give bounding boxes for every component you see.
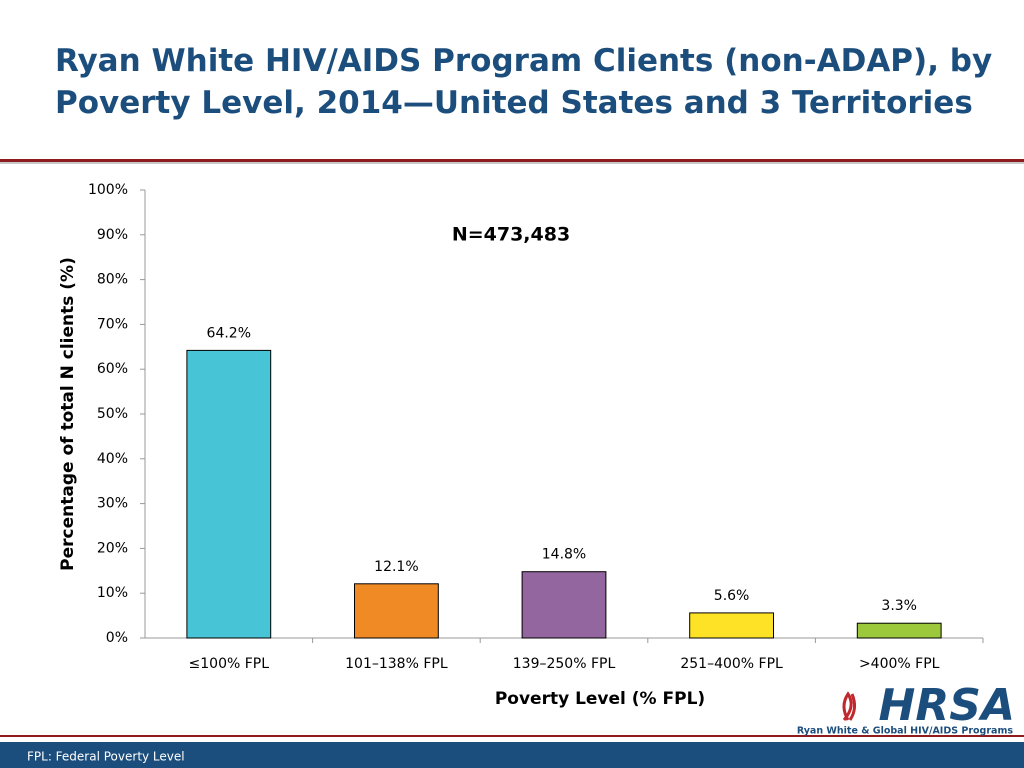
slide-title: Ryan White HIV/AIDS Program Clients (non…: [55, 43, 992, 121]
value-label: 14.8%: [542, 547, 586, 563]
y-tick-label: 30%: [97, 496, 128, 512]
bar: [354, 583, 439, 639]
x-tick-label: 101–138% FPL: [345, 656, 448, 672]
bar: [856, 622, 942, 639]
logo-subtitle: Ryan White & Global HIV/AIDS Programs: [797, 726, 1013, 737]
footer-note: FPL: Federal Poverty Level: [27, 750, 185, 764]
x-tick-label: >400% FPL: [859, 656, 940, 672]
x-tick-label: ≤100% FPL: [189, 656, 270, 672]
y-tick-label: 100%: [88, 182, 128, 198]
y-tick-label: 80%: [97, 272, 128, 288]
divider: [0, 159, 1024, 162]
value-label: 5.6%: [714, 588, 750, 604]
y-tick-label: 0%: [106, 630, 128, 646]
divider-shadow: [0, 162, 1024, 164]
y-axis-label: Percentage of total N clients (%): [58, 257, 78, 571]
y-tick-label: 40%: [97, 451, 128, 467]
logo-mark: HRSA: [879, 680, 1015, 731]
y-tick-label: 50%: [97, 406, 128, 422]
value-label: 12.1%: [374, 559, 418, 575]
x-tick-label: 251–400% FPL: [680, 656, 783, 672]
footer-bar: [0, 742, 1024, 768]
y-tick-label: 20%: [97, 540, 128, 556]
annotation: N=473,483: [452, 224, 570, 246]
x-tick-label: 139–250% FPL: [513, 656, 616, 672]
bar: [186, 349, 272, 639]
value-label: 3.3%: [881, 598, 917, 614]
footer-line: [0, 735, 1024, 737]
value-label: 64.2%: [207, 325, 251, 341]
y-tick-label: 90%: [97, 227, 128, 243]
y-tick-label: 60%: [97, 361, 128, 377]
logo-ribbon: [842, 691, 857, 721]
x-axis-label: Poverty Level (% FPL): [495, 689, 705, 709]
y-tick-label: 10%: [97, 585, 128, 601]
bar: [521, 571, 607, 639]
bar: [689, 612, 775, 639]
y-tick-label: 70%: [97, 316, 128, 332]
